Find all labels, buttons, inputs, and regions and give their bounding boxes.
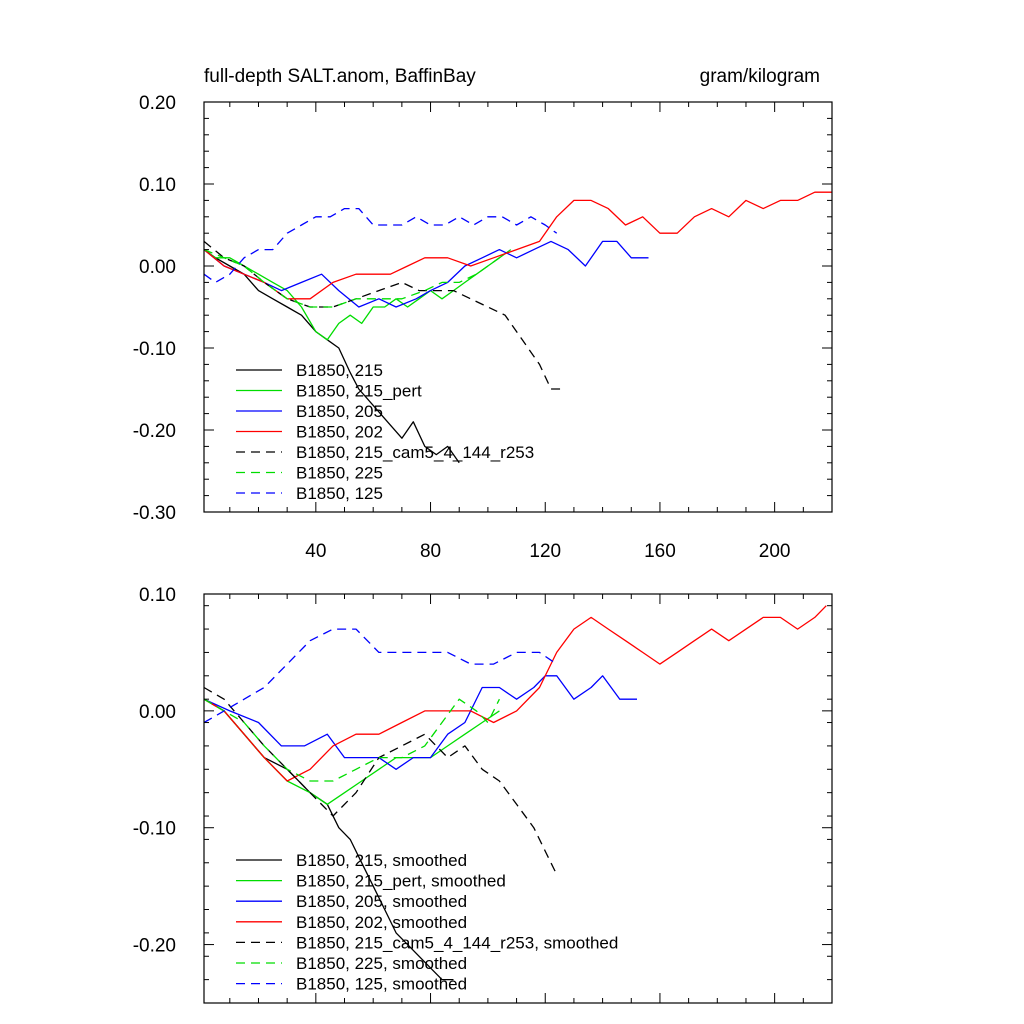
series-line: [203, 249, 460, 464]
legend-label: B1850, 215_pert: [296, 382, 422, 401]
plot-frame: [203, 101, 833, 513]
series-line: [203, 249, 512, 341]
series-line: [203, 698, 500, 805]
chart-title: full-depth SALT.anom, BaffinBay: [204, 66, 476, 87]
series-line: [203, 248, 500, 308]
legend-label: B1850, 225: [296, 464, 383, 483]
series-line: [203, 675, 637, 770]
legend-label: B1850, 125: [296, 484, 383, 503]
y-tick-label: 0.20: [139, 93, 176, 114]
series-line: [203, 240, 563, 390]
series-line: [203, 207, 558, 284]
series-line: [203, 698, 500, 782]
series-line: [203, 628, 558, 724]
legend: B1850, 215, smoothed B1850, 215_pert, smo…: [236, 851, 618, 994]
bottom-panel: 0.100.00-0.10-0.20 B1850, 215, smoothedB…: [133, 585, 833, 1004]
legend-label: B1850, 125, smoothed: [296, 975, 467, 994]
legend-label: B1850, 205, smoothed: [296, 892, 467, 911]
x-tick-label: 40: [305, 541, 326, 562]
legend-label: B1850, 215, smoothed: [296, 851, 467, 870]
series-line: [203, 686, 558, 875]
series-line: [203, 605, 827, 782]
plot-frame: [203, 593, 833, 1004]
ticks-layer: 0.10 0.00 -0.10 -0.20: [133, 585, 833, 1004]
series-line: [203, 240, 649, 308]
y-tick-label: 0.00: [139, 702, 176, 723]
series-line: [203, 191, 832, 300]
y-tick-label: 0.10: [139, 585, 176, 606]
legend-label: B1850, 215_pert, smoothed: [296, 872, 506, 891]
legend-label: B1850, 215_cam5_4_144_r253: [296, 443, 534, 462]
x-tick-label: 200: [759, 541, 791, 562]
y-tick-label: -0.20: [133, 936, 176, 957]
y-tick-label: -0.10: [133, 819, 176, 840]
y-tick-label: -0.10: [133, 339, 176, 360]
y-tick-label: -0.30: [133, 503, 176, 524]
y-tick-label: -0.20: [133, 421, 176, 442]
x-tick-label: 120: [529, 541, 561, 562]
legend-label: B1850, 202: [296, 423, 383, 442]
series-layer: [203, 605, 827, 981]
legend-label: B1850, 225, smoothed: [296, 954, 467, 973]
x-tick-label: 160: [644, 541, 676, 562]
y-tick-label: 0.10: [139, 175, 176, 196]
ticks-layer: 40 80 120 160 200 0.20 0.10 0.00 -0.10 -0.20 -0.30: [133, 93, 833, 562]
x-tick-label: 80: [420, 541, 441, 562]
series-layer: [203, 191, 832, 464]
legend-label: B1850, 202, smoothed: [296, 913, 467, 932]
legend-label: B1850, 205: [296, 402, 383, 421]
units-label: gram/kilogram: [700, 66, 820, 87]
legend-label: B1850, 215: [296, 361, 383, 380]
y-tick-label: 0.00: [139, 257, 176, 278]
legend-label: B1850, 215_cam5_4_144_r253, smoothed: [296, 933, 618, 952]
top-panel: full-depth SALT.anom, BaffinBay gram/kil…: [133, 66, 833, 562]
